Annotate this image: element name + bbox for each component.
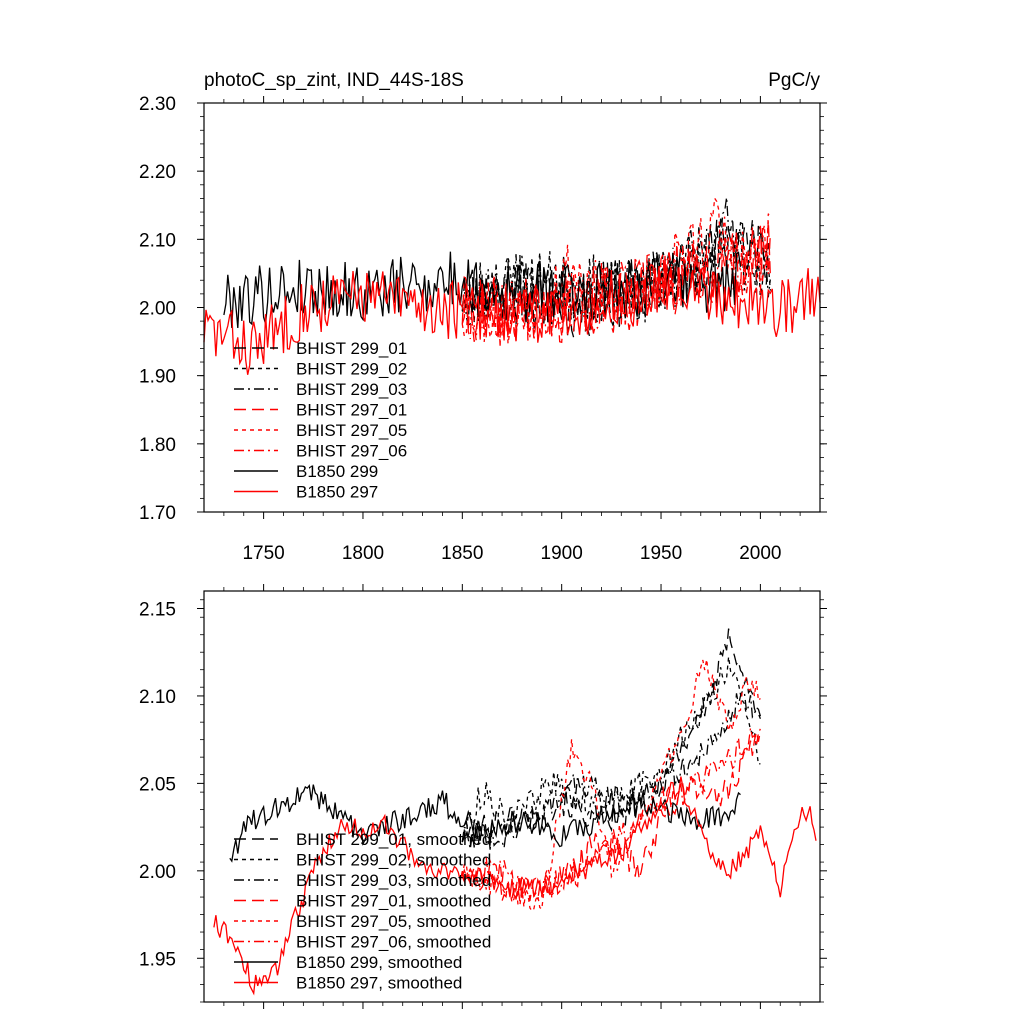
y-tick-label: 1.95 — [139, 949, 176, 970]
y-tick-label: 1.80 — [139, 435, 176, 456]
panel-bottom: 1.95 2.00 2.05 2.10 2.15 BHIST 299_01, smoot… — [139, 584, 827, 1009]
legend-label: B1850 299 — [296, 462, 378, 481]
series-line-8 — [203, 255, 821, 375]
x-tick-label: 1800 — [342, 543, 384, 564]
legend-label: BHIST 297_06, smoothed — [296, 933, 491, 952]
series-line-1 — [461, 628, 762, 843]
bottom-axis-ticks: 1.95 2.00 2.05 2.10 2.15 — [139, 584, 827, 1009]
y-tick-label: 1.90 — [139, 367, 176, 388]
panel-top: photoC_sp_zint, IND_44S-18S PgC/y 1750 18… — [139, 70, 827, 564]
x-tick-label: 1950 — [640, 543, 682, 564]
units-label: PgC/y — [768, 70, 820, 91]
legend-label: BHIST 297_05, smoothed — [296, 912, 491, 931]
x-tick-label: 1850 — [441, 543, 483, 564]
y-tick-label: 2.20 — [139, 162, 176, 183]
y-tick-label: 1.70 — [139, 503, 176, 524]
bottom-series-group — [213, 628, 817, 996]
legend-label: BHIST 299_01 — [296, 339, 407, 358]
top-axis-ticks: 1750 1800 1850 1900 1950 2000 1.70 1.80 1.90 2.00… — [139, 94, 827, 564]
legend-label: BHIST 297_05 — [296, 421, 407, 440]
series-line-2 — [461, 656, 761, 843]
legend-label: BHIST 297_01 — [296, 401, 407, 420]
y-tick-label: 2.00 — [139, 299, 176, 320]
top-series-group — [203, 196, 821, 375]
legend-label: B1850 299, smoothed — [296, 953, 462, 972]
y-tick-label: 2.00 — [139, 862, 176, 883]
series-line-5 — [461, 196, 771, 344]
series-line-4 — [461, 731, 762, 903]
x-tick-label: 2000 — [739, 543, 781, 564]
legend-label: BHIST 299_03, smoothed — [296, 871, 491, 890]
bottom-plot-frame — [203, 590, 821, 1003]
y-tick-label: 2.10 — [139, 230, 176, 251]
legend-label: BHIST 299_02, smoothed — [296, 851, 491, 870]
series-line-6 — [461, 728, 762, 900]
x-tick-label: 1900 — [541, 543, 583, 564]
series-line-7 — [229, 783, 741, 863]
x-tick-label: 1750 — [242, 543, 284, 564]
series-line-2 — [461, 225, 771, 323]
y-tick-label: 2.05 — [139, 774, 176, 795]
legend-label: B1850 297 — [296, 483, 378, 502]
legend-label: BHIST 299_03 — [296, 380, 407, 399]
y-tick-label: 2.10 — [139, 687, 176, 708]
chart-title: photoC_sp_zint, IND_44S-18S — [204, 70, 464, 91]
series-line-8 — [213, 776, 817, 996]
y-tick-label: 2.15 — [139, 599, 176, 620]
y-tick-label: 2.30 — [139, 94, 176, 115]
legend-label: B1850 297, smoothed — [296, 974, 462, 993]
legend-label: BHIST 299_01, smoothed — [296, 830, 491, 849]
bottom-legend: BHIST 299_01, smoothed BHIST 299_02, smoo… — [234, 830, 491, 993]
series-line-3 — [461, 689, 762, 850]
legend-label: BHIST 297_06 — [296, 442, 407, 461]
legend-label: BHIST 297_01, smoothed — [296, 892, 491, 911]
legend-label: BHIST 299_02 — [296, 360, 407, 379]
series-line-5 — [461, 659, 761, 912]
